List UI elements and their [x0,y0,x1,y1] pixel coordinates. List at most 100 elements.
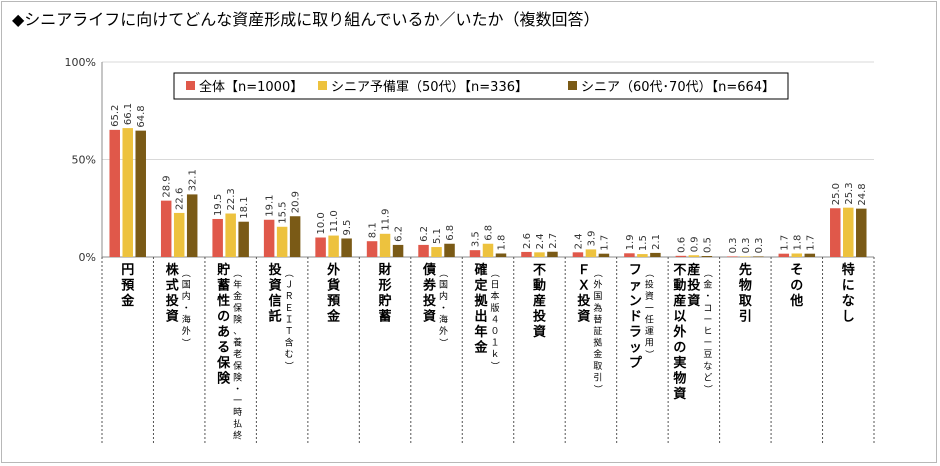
category-label: 資 [423,309,436,325]
category-sublabel: ０ [490,327,499,337]
data-label: 0.6 [676,237,687,253]
category-sublabel: 終 [233,429,242,441]
category-sublabel: む [285,349,294,360]
data-label: 25.0 [831,183,842,205]
bar [688,255,700,257]
bar [173,212,185,257]
category-label: 資 [577,309,590,325]
category-sublabel: Ｊ [285,281,294,291]
bar [624,253,635,257]
category-sublabel: コ [703,304,712,314]
data-label: 2.7 [548,233,559,249]
bar [534,252,545,257]
category-sublabel: 国 [593,291,602,302]
y-tick-label: 0% [79,251,96,264]
category-sublabel: 任 [645,313,654,325]
bar [701,256,713,257]
category-label: 外 [326,262,340,278]
category-label: 定 [473,278,487,294]
data-label: 1.7 [779,235,790,251]
category-sublabel: 国 [439,280,448,291]
bar [753,256,764,257]
category-sublabel: 養 [233,337,242,349]
data-label: 2.4 [573,233,584,249]
category-label: ァ [629,279,642,294]
category-sublabel: 海 [439,313,448,325]
data-label: 3.9 [586,230,597,246]
category-sublabel: ・ [182,304,191,314]
bar [186,194,198,257]
category-sublabel: 投 [645,279,654,291]
category-label: 預 [327,294,341,309]
data-label: 2.1 [651,234,662,250]
data-label: 19.1 [265,194,276,216]
category-label: る [217,341,230,356]
data-label: 24.8 [857,183,868,205]
data-label: 65.2 [110,105,121,127]
category-label: あ [217,325,230,340]
category-sublabel: （ [438,268,449,277]
category-sublabel: 金 [233,290,242,302]
category-label: 貨 [327,278,340,294]
data-label: 6.8 [484,225,495,241]
category-label: 預 [121,279,135,294]
category-label: 貯 [217,262,230,278]
category-sublabel: １ [490,339,499,349]
bar [740,256,751,257]
legend-box [173,72,789,100]
bar [572,252,584,257]
category-label: 信 [269,293,282,309]
category-label: 債 [422,262,436,278]
category-label: 年 [474,324,487,340]
bar [444,243,455,257]
bar [160,200,172,257]
category-sublabel: ど [703,372,712,383]
category-label: 円 [121,263,134,278]
category-label: に [842,279,855,294]
category-label: 形 [379,279,392,294]
category-sublabel: 払 [233,418,242,430]
bar [843,207,854,257]
bar [482,243,494,257]
category-sublabel: 外 [593,279,602,291]
category-label: 産 [533,293,546,309]
bar [856,208,867,257]
chart-title: ◆シニアライフに向けてどんな資産形成に取り組んでいるか／いたか（複数回答） [12,10,600,29]
category-label: 不 [533,263,546,278]
category-label: し [842,310,855,325]
category-sublabel: ・ [703,292,712,302]
bar [212,218,223,257]
category-sublabel: 国 [182,280,191,291]
data-label: 0.3 [754,238,765,254]
category-label: 以 [673,310,686,325]
data-label: 10.0 [316,212,327,234]
category-sublabel: 金 [593,348,602,360]
category-sublabel: ー [703,315,712,325]
category-sublabel: 拠 [593,337,602,349]
category-label: Ｆ [577,263,590,278]
data-label: 25.3 [844,182,855,204]
category-label: 確 [474,262,487,278]
category-label: 資 [269,278,282,294]
category-sublabel: 本 [490,290,499,302]
category-label: 託 [269,309,282,325]
data-label: 18.1 [239,196,250,218]
category-label: の [217,310,230,325]
y-tick-label: 100% [65,56,96,69]
category-label: 貯 [379,293,392,309]
category-sublabel: 外 [439,325,448,337]
category-label: 蓄 [217,278,230,294]
bar [122,128,133,257]
bar [341,238,352,257]
category-label: 外 [672,324,686,340]
category-sublabel: 年 [233,279,242,291]
bar [469,250,481,257]
category-label: 式 [166,278,179,294]
category-sublabel: ） [702,384,713,393]
category-sublabel: 為 [593,302,602,314]
category-label: な [842,294,855,309]
data-label: 2.6 [522,233,533,249]
category-sublabel: 内 [182,290,191,302]
bar [328,235,339,257]
